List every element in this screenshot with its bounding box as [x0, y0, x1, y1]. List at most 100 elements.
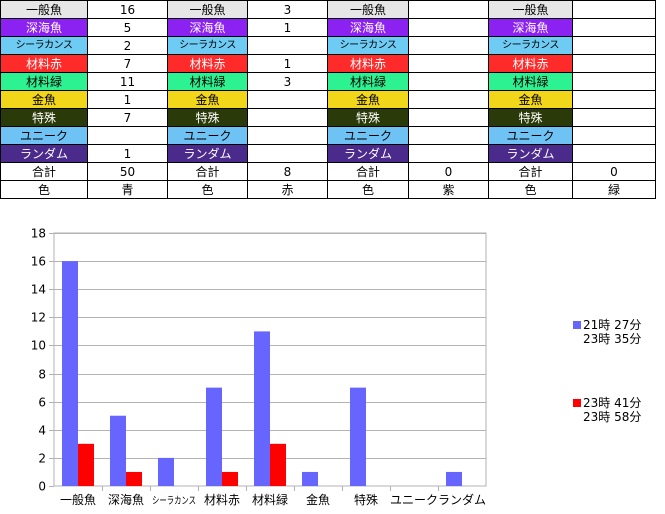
- x-tick-label: 材料赤: [204, 493, 240, 507]
- label-cell[interactable]: 特殊: [488, 108, 573, 127]
- label-cell[interactable]: 一般魚: [0, 0, 88, 19]
- color-label-cell[interactable]: 色: [167, 180, 248, 199]
- x-tick-label: 材料緑: [252, 492, 288, 507]
- value-cell[interactable]: [247, 108, 328, 127]
- value-cell[interactable]: [572, 126, 656, 145]
- label-cell[interactable]: 材料緑: [0, 72, 88, 91]
- value-cell[interactable]: [247, 144, 328, 163]
- value-cell[interactable]: 5: [87, 18, 168, 37]
- table-row: 金魚 1 金魚 金魚 金魚: [0, 90, 656, 109]
- y-tick-label: 6: [38, 396, 46, 410]
- value-cell[interactable]: [247, 36, 328, 55]
- value-cell[interactable]: 16: [87, 0, 168, 19]
- color-value-cell[interactable]: 紫: [408, 180, 489, 199]
- legend-label-2b: 23時 58分: [583, 410, 642, 424]
- color-label-cell[interactable]: 色: [0, 180, 88, 199]
- value-cell[interactable]: [408, 72, 489, 91]
- value-cell[interactable]: [87, 126, 168, 145]
- total-value-cell[interactable]: 8: [247, 162, 328, 181]
- table-row: シーラカンス 2 シーラカンス シーラカンス シーラカンス: [0, 36, 656, 55]
- value-cell[interactable]: 1: [247, 54, 328, 73]
- value-cell[interactable]: 3: [247, 72, 328, 91]
- value-cell[interactable]: 7: [87, 54, 168, 73]
- total-value-cell[interactable]: 0: [572, 162, 656, 181]
- label-cell[interactable]: 特殊: [0, 108, 88, 127]
- total-value-cell[interactable]: 50: [87, 162, 168, 181]
- total-label-cell[interactable]: 合計: [488, 162, 573, 181]
- value-cell[interactable]: [408, 0, 489, 19]
- label-cell[interactable]: シーラカンス: [0, 36, 88, 55]
- label-cell[interactable]: 深海魚: [488, 18, 573, 37]
- value-cell[interactable]: 7: [87, 108, 168, 127]
- label-cell[interactable]: 深海魚: [0, 18, 88, 37]
- label-cell[interactable]: 材料緑: [167, 72, 248, 91]
- value-cell[interactable]: [408, 108, 489, 127]
- color-value-cell[interactable]: 緑: [572, 180, 656, 199]
- value-cell[interactable]: [572, 18, 656, 37]
- label-cell[interactable]: シーラカンス: [167, 36, 248, 55]
- value-cell[interactable]: [408, 144, 489, 163]
- label-cell[interactable]: 材料緑: [488, 72, 573, 91]
- label-cell[interactable]: ユニーク: [327, 126, 409, 145]
- value-cell[interactable]: [408, 36, 489, 55]
- total-label-cell[interactable]: 合計: [167, 162, 248, 181]
- table-row: 一般魚 16 一般魚 3 一般魚 一般魚: [0, 0, 656, 19]
- value-cell[interactable]: 2: [87, 36, 168, 55]
- value-cell[interactable]: [572, 108, 656, 127]
- label-cell[interactable]: 一般魚: [327, 0, 409, 19]
- label-cell[interactable]: 深海魚: [327, 18, 409, 37]
- value-cell[interactable]: [572, 72, 656, 91]
- label-cell[interactable]: 材料緑: [327, 72, 409, 91]
- color-label-cell[interactable]: 色: [488, 180, 573, 199]
- y-tick-label: 0: [38, 480, 46, 494]
- legend-item-series-2: 23時 41分 23時 58分: [573, 396, 641, 424]
- label-cell[interactable]: ユニーク: [167, 126, 248, 145]
- value-cell[interactable]: 11: [87, 72, 168, 91]
- value-cell[interactable]: 3: [247, 0, 328, 19]
- x-tick-label: シーラカンス: [152, 495, 196, 507]
- label-cell[interactable]: 金魚: [167, 90, 248, 109]
- value-cell[interactable]: [572, 36, 656, 55]
- label-cell[interactable]: ランダム: [488, 144, 573, 163]
- label-cell[interactable]: 材料赤: [488, 54, 573, 73]
- label-cell[interactable]: 金魚: [488, 90, 573, 109]
- label-cell[interactable]: 金魚: [327, 90, 409, 109]
- value-cell[interactable]: [572, 54, 656, 73]
- label-cell[interactable]: ユニーク: [488, 126, 573, 145]
- total-label-cell[interactable]: 合計: [327, 162, 409, 181]
- total-value-cell[interactable]: 0: [408, 162, 489, 181]
- label-cell[interactable]: 材料赤: [0, 54, 88, 73]
- label-cell[interactable]: シーラカンス: [327, 36, 409, 55]
- value-cell[interactable]: [408, 54, 489, 73]
- label-cell[interactable]: 金魚: [0, 90, 88, 109]
- label-cell[interactable]: ランダム: [0, 144, 88, 163]
- value-cell[interactable]: [247, 126, 328, 145]
- y-tick-label: 12: [31, 311, 46, 325]
- label-cell[interactable]: 一般魚: [488, 0, 573, 19]
- value-cell[interactable]: [408, 90, 489, 109]
- value-cell[interactable]: [408, 126, 489, 145]
- label-cell[interactable]: 材料赤: [167, 54, 248, 73]
- label-cell[interactable]: シーラカンス: [488, 36, 573, 55]
- label-cell[interactable]: ユニーク: [0, 126, 88, 145]
- label-cell[interactable]: ランダム: [327, 144, 409, 163]
- value-cell[interactable]: [572, 90, 656, 109]
- label-cell[interactable]: 特殊: [327, 108, 409, 127]
- bar-1-6: [350, 387, 366, 486]
- value-cell[interactable]: 1: [87, 144, 168, 163]
- label-cell[interactable]: 材料赤: [327, 54, 409, 73]
- total-label-cell[interactable]: 合計: [0, 162, 88, 181]
- label-cell[interactable]: 深海魚: [167, 18, 248, 37]
- label-cell[interactable]: 一般魚: [167, 0, 248, 19]
- value-cell[interactable]: [408, 18, 489, 37]
- value-cell[interactable]: 1: [87, 90, 168, 109]
- value-cell[interactable]: [247, 90, 328, 109]
- label-cell[interactable]: 特殊: [167, 108, 248, 127]
- value-cell[interactable]: [572, 144, 656, 163]
- value-cell[interactable]: [572, 0, 656, 19]
- color-value-cell[interactable]: 赤: [247, 180, 328, 199]
- value-cell[interactable]: 1: [247, 18, 328, 37]
- color-label-cell[interactable]: 色: [327, 180, 409, 199]
- label-cell[interactable]: ランダム: [167, 144, 248, 163]
